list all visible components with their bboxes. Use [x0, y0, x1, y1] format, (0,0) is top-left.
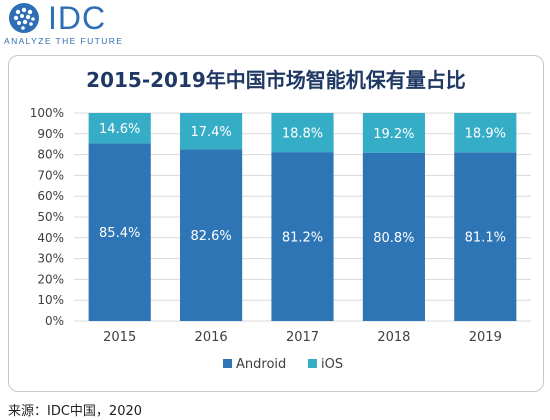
data-label: 81.2% [282, 231, 323, 246]
source-note: 来源：IDC中国，2020 [8, 404, 143, 419]
chart-title: 2015-2019年中国市场智能机保有量占比 [86, 68, 466, 92]
data-label: 85.4% [99, 226, 140, 241]
data-label: 18.9% [465, 127, 506, 142]
data-label: 18.8% [282, 127, 323, 142]
bar-android-2018 [362, 152, 425, 321]
bar-ios-2019 [454, 113, 517, 153]
bar-ios-2015 [88, 113, 151, 144]
x-tick-label: 2016 [195, 330, 228, 345]
x-tick-label: 2017 [286, 330, 319, 345]
bar-android-2019 [454, 152, 517, 321]
data-label: 81.1% [465, 231, 506, 246]
data-label: 19.2% [373, 127, 414, 142]
y-tick-label: 0% [45, 314, 64, 328]
legend-label-ios: iOS [321, 357, 343, 372]
x-tick-label: 2018 [377, 330, 410, 345]
y-tick-label: 80% [37, 148, 64, 162]
idc-logo: IDC ANALYZE THE FUTURE [0, 0, 200, 52]
x-tick-label: 2015 [103, 330, 136, 345]
logo-name: IDC [48, 0, 107, 36]
data-label: 80.8% [373, 231, 414, 246]
data-label: 14.6% [99, 122, 140, 137]
bar-ios-2017 [271, 113, 334, 153]
data-label: 17.4% [190, 125, 231, 140]
bar-ios-2016 [180, 113, 243, 150]
bar-android-2015 [88, 143, 151, 321]
legend-swatch-android [223, 359, 232, 368]
data-label: 82.6% [190, 229, 231, 244]
y-tick-label: 30% [37, 252, 64, 266]
y-tick-label: 20% [37, 272, 64, 286]
y-tick-label: 70% [37, 168, 64, 182]
legend-swatch-ios [308, 359, 317, 368]
y-tick-label: 60% [37, 189, 64, 203]
y-tick-label: 100% [30, 106, 64, 120]
bar-android-2016 [180, 149, 243, 321]
chart-card: 2015-2019年中国市场智能机保有量占比 0% 10% 20% 30% 40% 50%… [8, 55, 544, 392]
bar-ios-2018 [362, 113, 425, 153]
stacked-bar-chart: 0% 10% 20% 30% 40% 50% 60% 70% 80% 90% 100% 85.4% 14… [30, 106, 531, 372]
legend-label-android: Android [236, 357, 286, 372]
y-tick-label: 50% [37, 210, 64, 224]
y-tick-label: 40% [37, 231, 64, 245]
y-tick-label: 10% [37, 293, 64, 307]
y-tick-label: 90% [37, 127, 64, 141]
idc-globe-icon [9, 3, 39, 33]
bar-android-2017 [271, 152, 334, 321]
x-tick-label: 2019 [469, 330, 502, 345]
logo-tagline: ANALYZE THE FUTURE [4, 36, 124, 46]
